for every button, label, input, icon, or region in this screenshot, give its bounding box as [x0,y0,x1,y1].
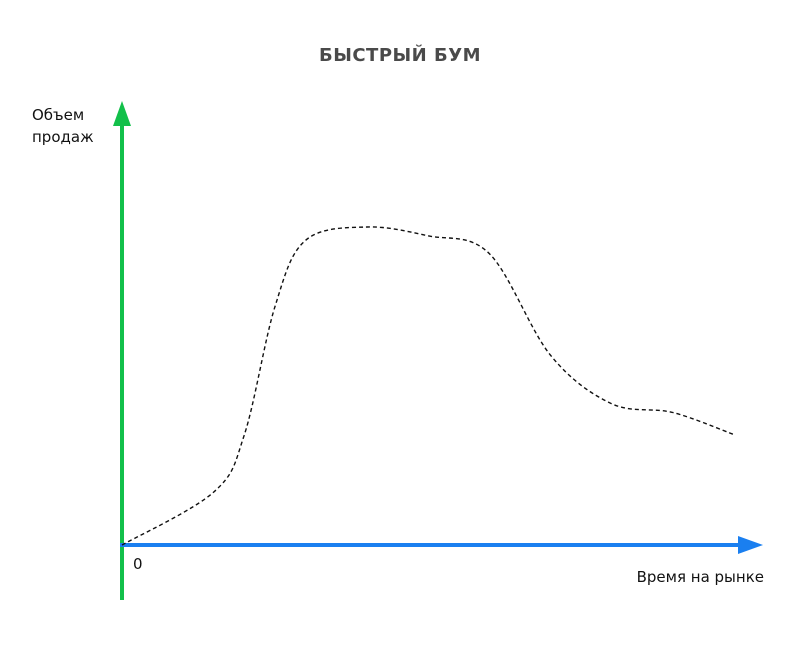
x-axis-label: Время на рынке [636,568,764,586]
y-axis-label: Объем продаж [32,106,94,146]
y-axis-arrowhead [113,101,131,126]
x-axis-arrowhead [738,536,763,554]
chart-title: БЫСТРЫЙ БУМ [318,45,482,66]
sales-curve [121,226,735,546]
origin-label: 0 [133,555,143,573]
